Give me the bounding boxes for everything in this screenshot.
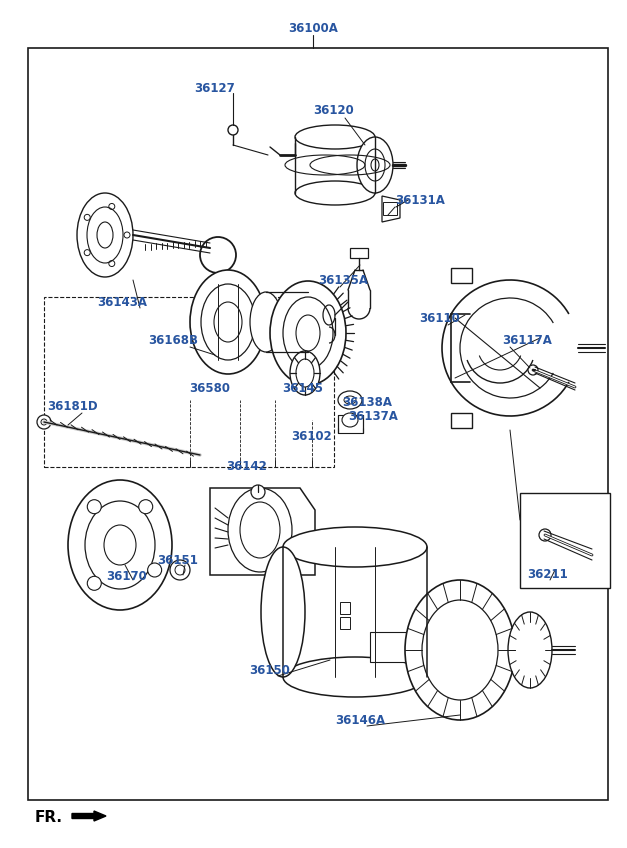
Ellipse shape	[283, 527, 427, 567]
Ellipse shape	[68, 480, 172, 610]
Text: FR.: FR.	[35, 811, 63, 825]
Ellipse shape	[296, 359, 314, 387]
Circle shape	[170, 560, 190, 580]
Circle shape	[147, 563, 162, 577]
Ellipse shape	[250, 292, 282, 352]
Text: 36145: 36145	[283, 382, 324, 394]
Ellipse shape	[240, 502, 280, 558]
Text: 36181D: 36181D	[46, 400, 97, 414]
Text: 36131A: 36131A	[395, 193, 445, 207]
Text: 36120: 36120	[314, 103, 354, 116]
Ellipse shape	[201, 284, 255, 360]
Text: 36170: 36170	[107, 571, 147, 583]
Text: 36127: 36127	[194, 81, 235, 94]
Bar	[340, 617, 350, 629]
Ellipse shape	[190, 270, 266, 374]
Text: 36146A: 36146A	[335, 713, 385, 727]
Text: 36211: 36211	[528, 568, 568, 582]
Ellipse shape	[344, 396, 356, 404]
Ellipse shape	[508, 612, 552, 688]
Ellipse shape	[87, 207, 123, 263]
Ellipse shape	[77, 193, 133, 277]
Bar	[44, 297, 334, 467]
Circle shape	[87, 499, 102, 514]
Circle shape	[37, 415, 51, 429]
Ellipse shape	[342, 413, 358, 427]
Ellipse shape	[338, 391, 362, 409]
Ellipse shape	[104, 525, 136, 565]
Ellipse shape	[365, 149, 385, 181]
Polygon shape	[210, 488, 315, 575]
Circle shape	[139, 499, 153, 514]
Circle shape	[528, 365, 538, 375]
Ellipse shape	[261, 547, 305, 677]
Ellipse shape	[422, 600, 498, 700]
Ellipse shape	[295, 125, 375, 149]
Text: 36100A: 36100A	[288, 21, 338, 35]
Bar	[370, 632, 420, 662]
Ellipse shape	[200, 237, 236, 273]
Polygon shape	[451, 268, 472, 283]
Text: 36168B: 36168B	[148, 333, 198, 347]
Ellipse shape	[295, 181, 375, 205]
Text: 36150: 36150	[250, 663, 290, 677]
Ellipse shape	[371, 159, 379, 171]
Bar	[338, 415, 363, 433]
Text: 36580: 36580	[189, 382, 231, 394]
Text: 36137A: 36137A	[348, 410, 398, 423]
Circle shape	[539, 529, 551, 541]
Ellipse shape	[357, 137, 393, 193]
Ellipse shape	[85, 501, 155, 589]
Ellipse shape	[270, 281, 346, 385]
Ellipse shape	[283, 297, 333, 369]
FancyArrow shape	[72, 811, 106, 821]
Text: 36138A: 36138A	[342, 397, 392, 410]
Text: 36143A: 36143A	[97, 295, 147, 309]
Bar	[28, 48, 608, 800]
Bar	[340, 602, 350, 614]
Ellipse shape	[283, 657, 427, 697]
Ellipse shape	[214, 302, 242, 342]
Ellipse shape	[290, 351, 320, 395]
Text: 36117A: 36117A	[502, 333, 552, 347]
Polygon shape	[451, 413, 472, 428]
Text: 36102: 36102	[292, 431, 332, 444]
Text: 36110: 36110	[419, 311, 460, 325]
Text: 36151: 36151	[157, 554, 198, 566]
Ellipse shape	[97, 222, 113, 248]
Circle shape	[251, 485, 265, 499]
Bar	[520, 493, 610, 588]
Polygon shape	[350, 248, 368, 258]
Circle shape	[87, 577, 102, 590]
Text: 36135A: 36135A	[318, 274, 368, 287]
Text: 36142: 36142	[226, 460, 268, 473]
Polygon shape	[383, 202, 397, 215]
Ellipse shape	[405, 580, 515, 720]
Polygon shape	[382, 196, 400, 222]
Ellipse shape	[296, 315, 320, 351]
Ellipse shape	[228, 488, 292, 572]
